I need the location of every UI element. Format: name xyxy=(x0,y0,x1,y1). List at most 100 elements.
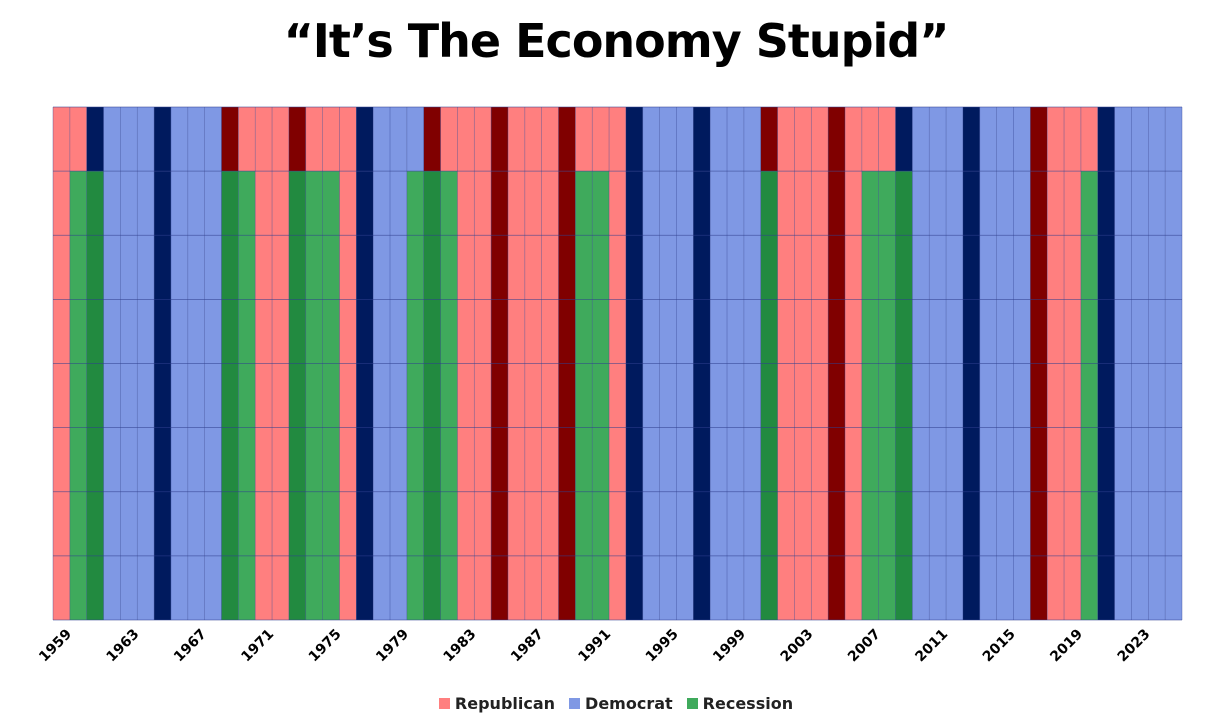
party-bar-2019 xyxy=(1064,171,1081,620)
party-cell-2020 xyxy=(1080,107,1098,172)
party-bar-1998 xyxy=(710,171,728,620)
party-bar-2005 xyxy=(828,171,845,620)
party-cell-2018 xyxy=(1047,107,1065,172)
party-cell-1961 xyxy=(86,107,104,172)
party-cell-1969 xyxy=(221,107,239,172)
recession-bar-1982 xyxy=(440,171,458,620)
party-bar-1968 xyxy=(204,171,222,620)
legend-swatch xyxy=(569,698,581,709)
x-axis-ticks: 1959 1963 1967 1971 1975 1979 1983 1987 1991 1995… xyxy=(36,626,1153,665)
party-bar-2017 xyxy=(1030,171,1048,620)
party-bar-2025 xyxy=(1165,171,1182,620)
party-cell-1964 xyxy=(137,107,155,172)
party-bar-1997 xyxy=(693,171,711,620)
party-cell-1972 xyxy=(272,107,289,172)
party-cell-1966 xyxy=(170,107,188,172)
party-bar-1971 xyxy=(255,171,273,620)
legend-label: Republican xyxy=(454,694,556,713)
recession-bar-1973 xyxy=(288,171,306,620)
party-cell-2007 xyxy=(861,107,879,172)
party-cell-2009 xyxy=(895,107,913,172)
party-cell-1990 xyxy=(575,107,593,172)
recession-bar-1975 xyxy=(322,171,340,620)
party-cell-2013 xyxy=(962,107,980,172)
legend-item-democrat: Democrat xyxy=(569,694,673,713)
party-bar-1967 xyxy=(187,171,205,620)
party-cell-2016 xyxy=(1013,107,1031,172)
party-bar-1964 xyxy=(137,171,155,620)
party-cell-2006 xyxy=(844,107,862,172)
x-tick-label: 1999 xyxy=(710,626,749,665)
party-cell-1999 xyxy=(727,107,744,172)
party-cell-2012 xyxy=(946,107,963,172)
party-bar-1993 xyxy=(625,171,643,620)
party-cell-2024 xyxy=(1148,107,1166,172)
party-cell-2008 xyxy=(878,107,896,172)
party-cell-1994 xyxy=(642,107,660,172)
x-tick-label: 1975 xyxy=(306,626,345,665)
party-cell-1989 xyxy=(558,107,576,172)
party-bar-1977 xyxy=(356,171,374,620)
party-cell-2017 xyxy=(1030,107,1048,172)
party-cell-1965 xyxy=(154,107,171,172)
party-bar-1962 xyxy=(103,171,121,620)
party-cell-1992 xyxy=(609,107,626,172)
x-tick-label: 1971 xyxy=(238,626,277,665)
year-columns xyxy=(53,107,1182,620)
legend: Republican Democrat Recession xyxy=(0,694,1232,713)
party-bar-1986 xyxy=(507,171,525,620)
party-cell-1967 xyxy=(187,107,205,172)
party-bar-2012 xyxy=(946,171,963,620)
party-bar-2022 xyxy=(1114,171,1132,620)
party-cell-1995 xyxy=(659,107,677,172)
party-cell-2004 xyxy=(811,107,829,172)
party-bar-2014 xyxy=(979,171,997,620)
x-tick-label: 2003 xyxy=(778,626,817,665)
party-cell-2002 xyxy=(777,107,795,172)
party-bar-2013 xyxy=(962,171,980,620)
party-cell-1997 xyxy=(693,107,711,172)
recession-bar-1974 xyxy=(305,171,323,620)
party-bar-1959 xyxy=(53,171,70,620)
party-bar-2023 xyxy=(1131,171,1149,620)
recession-bar-1969 xyxy=(221,171,239,620)
party-bar-2004 xyxy=(811,171,829,620)
x-tick-label: 2015 xyxy=(980,626,1019,665)
party-bar-2010 xyxy=(912,171,930,620)
legend-item-recession: Recession xyxy=(686,694,793,713)
party-cell-2000 xyxy=(743,107,761,172)
party-cell-1971 xyxy=(255,107,273,172)
recession-bar-1970 xyxy=(238,171,256,620)
party-cell-1968 xyxy=(204,107,222,172)
party-cell-2021 xyxy=(1097,107,1115,172)
party-cell-1981 xyxy=(423,107,441,172)
party-bar-1984 xyxy=(474,171,492,620)
legend-swatch xyxy=(686,698,698,709)
party-bar-1972 xyxy=(272,171,289,620)
x-tick-label: 1967 xyxy=(171,626,210,665)
party-cell-1993 xyxy=(625,107,643,172)
party-bar-2021 xyxy=(1097,171,1115,620)
party-cell-1982 xyxy=(440,107,458,172)
x-tick-label: 1995 xyxy=(643,626,682,665)
x-tick-label: 2011 xyxy=(912,626,951,665)
party-cell-1973 xyxy=(288,107,306,172)
party-cell-1985 xyxy=(491,107,508,172)
x-tick-label: 1983 xyxy=(441,626,480,665)
party-cell-1959 xyxy=(53,107,70,172)
party-cell-1980 xyxy=(406,107,424,172)
x-tick-label: 2023 xyxy=(1115,626,1154,665)
x-tick-label: 1987 xyxy=(508,626,547,665)
party-bar-1979 xyxy=(390,171,407,620)
party-bar-1989 xyxy=(558,171,576,620)
recession-bar-1960 xyxy=(69,171,87,620)
party-bar-1965 xyxy=(154,171,171,620)
x-tick-label: 1991 xyxy=(575,626,614,665)
x-tick-label: 1959 xyxy=(36,626,75,665)
party-bar-1966 xyxy=(170,171,188,620)
party-cell-2022 xyxy=(1114,107,1132,172)
party-cell-1974 xyxy=(305,107,323,172)
party-cell-1963 xyxy=(120,107,138,172)
party-bar-2003 xyxy=(794,171,812,620)
